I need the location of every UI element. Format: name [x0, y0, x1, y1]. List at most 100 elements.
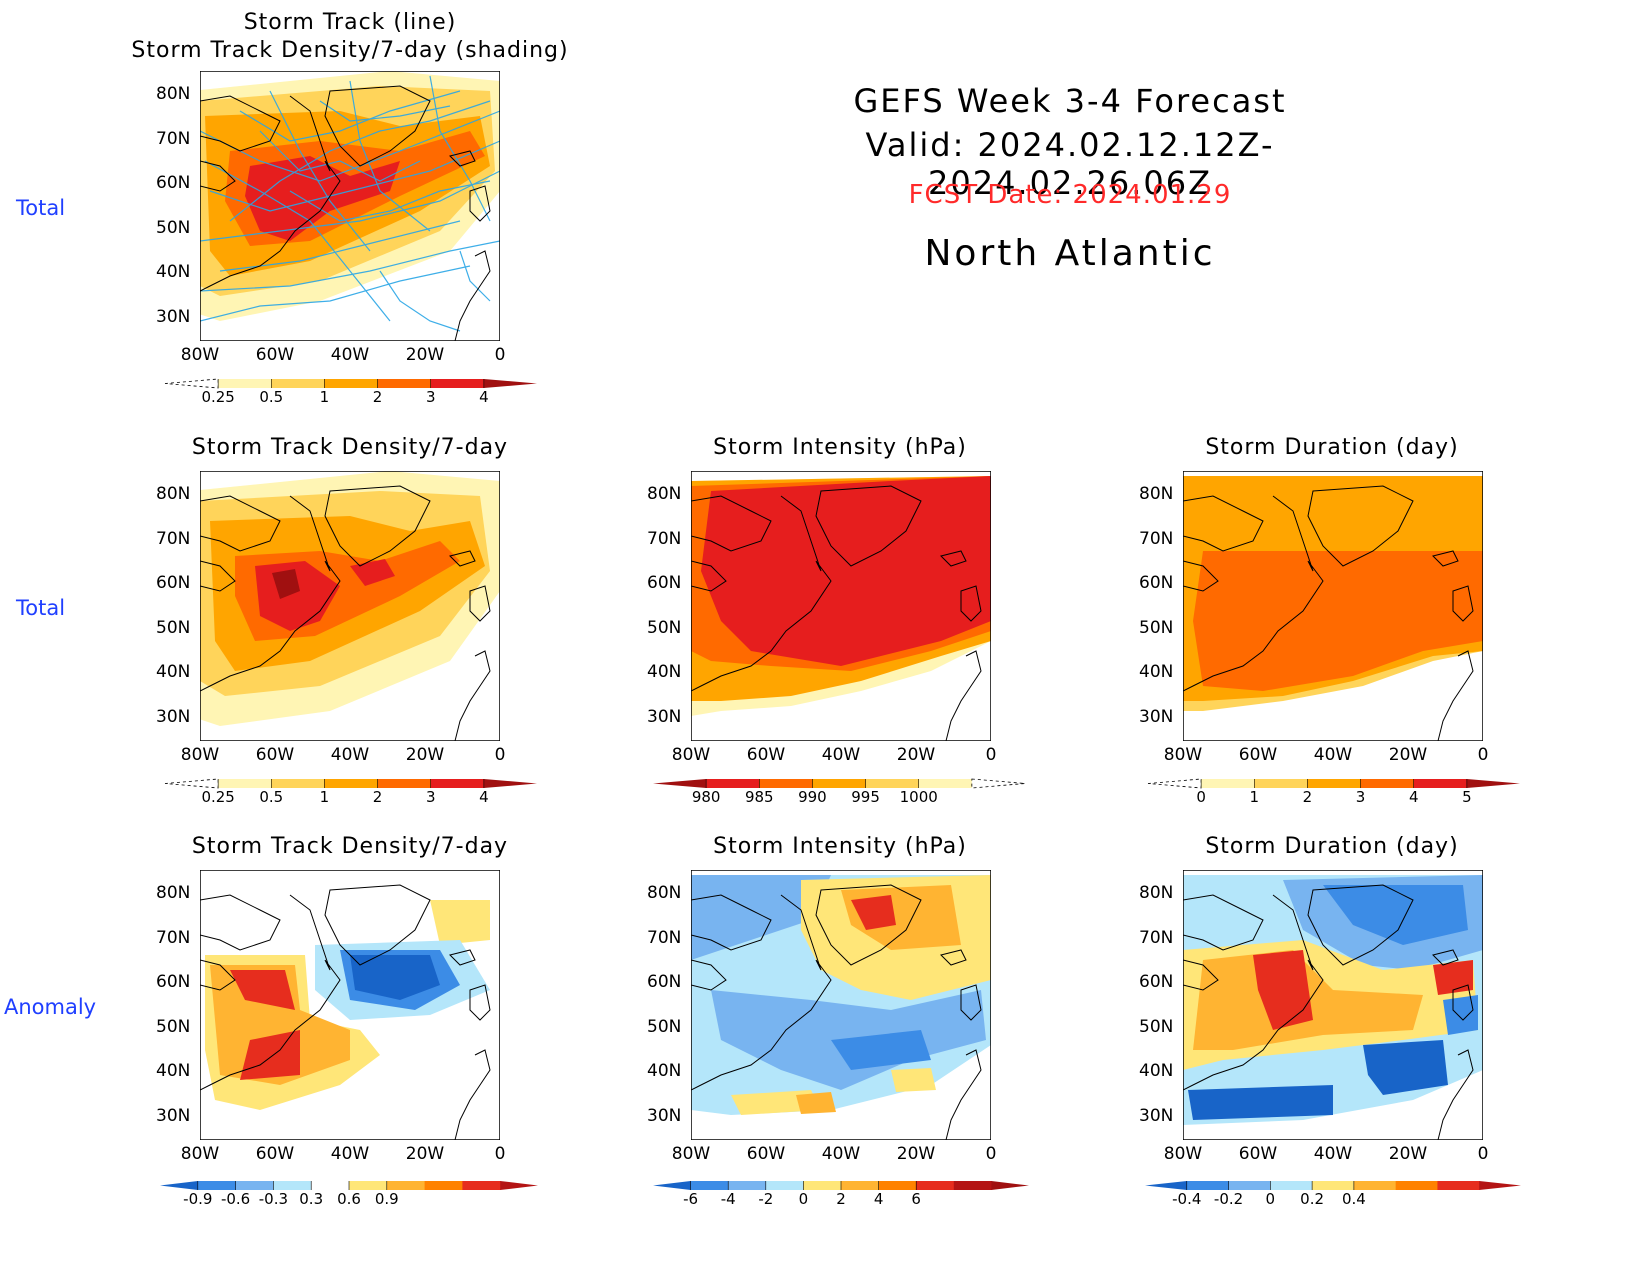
lat-tick-label: 50N: [647, 618, 682, 638]
lon-tick-label: 20W: [896, 745, 936, 765]
colorbar-segment: [1201, 779, 1255, 788]
colorbar-segment: [164, 378, 219, 389]
density-colorbar-top: 0.25 0.5 1 2 3 4: [164, 378, 537, 406]
lat-tick-label: 30N: [156, 307, 191, 327]
lat-tick-label: 40N: [647, 662, 682, 682]
colorbar-segment: [1186, 1181, 1230, 1190]
panel3-title: Storm Intensity (hPa): [713, 435, 967, 460]
colorbar-label: 3: [426, 388, 436, 406]
density-shading-peak: [245, 156, 400, 241]
lon-tick-label: 0: [494, 1144, 506, 1164]
colorbar-segment: [424, 1181, 463, 1190]
row-label-total-2: Total: [16, 596, 66, 620]
coastlines: [200, 85, 491, 341]
colorbar-label: 2: [1303, 788, 1313, 806]
intensity-anomaly-map: [691, 870, 991, 1140]
colorbar-label: 1: [320, 388, 330, 406]
lon-tick-label: 20W: [1388, 1144, 1428, 1164]
lat-tick-label: 80N: [1139, 883, 1174, 903]
colorbar-segment: [991, 1181, 1029, 1190]
colorbar-segment: [803, 1181, 842, 1190]
colorbar-segment: [765, 1181, 804, 1190]
colorbar-label: -6: [683, 1190, 698, 1208]
lat-tick-label: 60N: [156, 573, 191, 593]
lat-tick-label: 60N: [1139, 573, 1174, 593]
lon-tick-label: 60W: [255, 745, 295, 765]
colorbar-label: 980: [692, 788, 721, 806]
colorbar-label: 0.6: [337, 1190, 361, 1208]
colorbar-segment: [324, 779, 379, 788]
storm-density-map: [200, 471, 500, 741]
storm-intensity-map: [691, 471, 991, 741]
colorbar-segment: [1353, 1181, 1397, 1190]
lat-tick-label: 60N: [156, 972, 191, 992]
lat-tick-label: 80N: [647, 484, 682, 504]
lon-tick-label: 60W: [255, 1144, 295, 1164]
lon-tick-label: 20W: [405, 745, 445, 765]
lat-tick-label: 70N: [156, 129, 191, 149]
colorbar-segment: [728, 1181, 767, 1190]
colorbar-segment: [164, 778, 219, 789]
lon-tick-label: 80W: [180, 1144, 220, 1164]
lat-tick-label: 30N: [647, 707, 682, 727]
colorbar-segment: [377, 379, 432, 388]
lon-tick-label: 40W: [330, 1144, 370, 1164]
lat-tick-label: 70N: [156, 529, 191, 549]
colorbar-segment: [1360, 779, 1415, 788]
lat-tick-label: 60N: [1139, 972, 1174, 992]
colorbar-segment: [218, 379, 272, 388]
lon-tick-label: 40W: [1313, 1144, 1353, 1164]
lon-tick-label: 80W: [180, 345, 220, 365]
lat-tick-label: 50N: [156, 618, 191, 638]
colorbar-label: -0.9: [183, 1190, 212, 1208]
colorbar-segment: [878, 1181, 917, 1190]
lon-tick-label: 60W: [255, 345, 295, 365]
colorbar-label: 1: [320, 788, 330, 806]
panel5-title: Storm Track Density/7-day: [191, 834, 509, 859]
colorbar-label: 2: [373, 788, 383, 806]
colorbar-segment: [865, 779, 920, 788]
colorbar-label: 990: [798, 788, 827, 806]
forecast-date: FCST Date: 2024.01.29: [908, 180, 1232, 210]
lat-tick-label: 80N: [156, 484, 191, 504]
colorbar-segment: [377, 779, 432, 788]
colorbar-segment: [386, 1181, 426, 1190]
lat-tick-label: 50N: [1139, 618, 1174, 638]
lat-tick-label: 80N: [156, 883, 191, 903]
colorbar-label: 995: [851, 788, 880, 806]
colorbar-segment: [311, 1181, 350, 1190]
colorbar-segment: [953, 1181, 992, 1190]
colorbar-segment: [235, 1181, 274, 1190]
panel7-title: Storm Duration (day): [1205, 834, 1459, 859]
storm-track-map: [200, 71, 500, 341]
colorbar-label: 2: [836, 1190, 846, 1208]
lat-tick-label: 40N: [156, 1061, 191, 1081]
colorbar-segment: [653, 779, 707, 788]
lon-tick-label: 60W: [746, 1144, 786, 1164]
lon-tick-label: 0: [1477, 745, 1489, 765]
lat-tick-label: 30N: [156, 1106, 191, 1126]
lat-tick-label: 50N: [1139, 1017, 1174, 1037]
row-label-total-1: Total: [16, 196, 66, 220]
lon-tick-label: 80W: [671, 1144, 711, 1164]
colorbar-segment: [271, 779, 325, 788]
colorbar-label: -4: [721, 1190, 736, 1208]
colorbar-label: 4: [479, 788, 489, 806]
panel1-title-line2: Storm Track Density/7-day (shading): [131, 38, 569, 63]
colorbar-label: 0.9: [375, 1190, 399, 1208]
density-anomaly-map: [200, 870, 500, 1140]
colorbar-segment: [759, 779, 813, 788]
colorbar-segment: [462, 1181, 501, 1190]
colorbar-segment: [430, 379, 485, 388]
lat-tick-label: 30N: [156, 707, 191, 727]
colorbar-label: 2: [373, 388, 383, 406]
colorbar-label: 6: [911, 1190, 921, 1208]
lat-tick-label: 70N: [1139, 529, 1174, 549]
colorbar-segment: [1228, 1181, 1271, 1190]
colorbar-label: -0.4: [1172, 1190, 1201, 1208]
colorbar-segment: [812, 779, 867, 788]
duration-anomaly-colorbar: -0.4 -0.2 0 0.2 0.4: [1145, 1181, 1521, 1208]
colorbar-label: 985: [745, 788, 774, 806]
lat-tick-label: 50N: [156, 1017, 191, 1037]
colorbar-label: 0: [1266, 1190, 1276, 1208]
